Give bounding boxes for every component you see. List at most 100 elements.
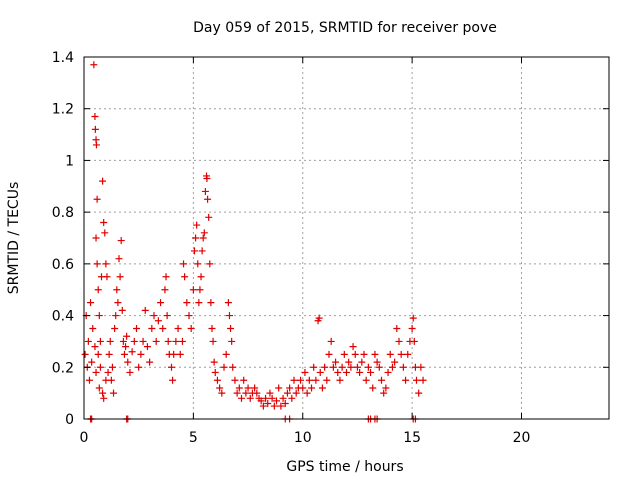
data-point bbox=[117, 237, 125, 245]
data-point bbox=[124, 358, 132, 366]
data-point bbox=[312, 376, 320, 384]
data-point bbox=[157, 299, 165, 307]
data-point bbox=[101, 229, 109, 237]
data-point bbox=[316, 368, 324, 376]
data-point bbox=[139, 337, 147, 345]
chart-title: Day 059 of 2015, SRMTID for receiver pov… bbox=[193, 20, 497, 36]
data-point bbox=[192, 234, 200, 242]
data-point bbox=[85, 376, 93, 384]
data-point bbox=[325, 350, 333, 358]
data-point bbox=[163, 312, 171, 320]
data-point bbox=[233, 389, 241, 397]
y-tick-label: 0.2 bbox=[52, 360, 74, 376]
data-point bbox=[106, 337, 114, 345]
data-point bbox=[364, 363, 372, 371]
data-point bbox=[210, 358, 218, 366]
data-point bbox=[120, 350, 128, 358]
data-point bbox=[393, 325, 401, 332]
data-point bbox=[259, 402, 267, 410]
data-point bbox=[358, 358, 366, 366]
data-point bbox=[169, 376, 177, 384]
data-point bbox=[264, 399, 272, 407]
data-point bbox=[321, 363, 329, 371]
data-point bbox=[130, 337, 138, 345]
data-point bbox=[195, 299, 203, 307]
data-point bbox=[301, 368, 309, 376]
data-point bbox=[95, 312, 103, 320]
data-point bbox=[360, 350, 368, 358]
data-point bbox=[200, 229, 208, 237]
data-point bbox=[235, 384, 243, 392]
data-point bbox=[205, 213, 213, 221]
x-tick-label: 15 bbox=[403, 430, 421, 446]
data-point bbox=[343, 368, 350, 376]
data-point bbox=[204, 195, 212, 203]
data-point bbox=[220, 363, 228, 371]
data-point bbox=[148, 325, 156, 332]
x-tick-label: 5 bbox=[189, 430, 198, 446]
data-point bbox=[181, 273, 189, 281]
data-point bbox=[94, 350, 102, 358]
data-point bbox=[262, 394, 270, 402]
data-point bbox=[197, 273, 205, 281]
data-point bbox=[384, 368, 392, 376]
data-point bbox=[119, 337, 127, 345]
data-point bbox=[211, 368, 219, 376]
data-point bbox=[378, 376, 385, 384]
data-point bbox=[133, 325, 140, 332]
data-point bbox=[340, 350, 348, 358]
data-point bbox=[110, 389, 118, 397]
data-point bbox=[89, 325, 97, 332]
data-point bbox=[183, 299, 191, 307]
data-point bbox=[81, 350, 89, 358]
data-point bbox=[373, 358, 381, 366]
y-tick-label: 0.6 bbox=[52, 257, 74, 273]
data-point bbox=[240, 376, 248, 384]
data-point bbox=[351, 350, 359, 358]
data-point bbox=[135, 363, 143, 371]
data-point bbox=[104, 368, 112, 376]
data-point bbox=[251, 384, 259, 392]
data-point bbox=[164, 337, 172, 345]
data-point bbox=[91, 343, 99, 351]
data-point bbox=[371, 350, 379, 358]
data-point bbox=[207, 299, 215, 307]
data-point bbox=[137, 350, 145, 358]
data-point bbox=[273, 397, 280, 405]
data-point bbox=[417, 363, 425, 371]
data-point bbox=[238, 394, 245, 402]
data-point bbox=[152, 337, 160, 345]
data-point bbox=[270, 402, 278, 410]
data-point bbox=[161, 286, 169, 294]
data-point bbox=[231, 376, 239, 384]
data-point bbox=[224, 299, 232, 307]
data-point bbox=[297, 376, 305, 384]
x-tick-label: 10 bbox=[294, 430, 312, 446]
data-point bbox=[315, 314, 323, 322]
data-point bbox=[122, 343, 130, 351]
data-point bbox=[201, 187, 209, 195]
data-point bbox=[299, 384, 307, 392]
data-point bbox=[174, 325, 182, 332]
data-point bbox=[266, 389, 274, 397]
data-point bbox=[305, 376, 313, 384]
data-point bbox=[228, 337, 236, 345]
data-point bbox=[388, 363, 396, 371]
data-point bbox=[193, 221, 201, 229]
data-point bbox=[281, 399, 289, 407]
data-point bbox=[99, 177, 107, 185]
data-point bbox=[100, 394, 108, 402]
data-point bbox=[111, 325, 119, 332]
data-point bbox=[190, 247, 198, 255]
data-point bbox=[410, 337, 418, 345]
data-point bbox=[369, 384, 377, 392]
data-point bbox=[408, 325, 416, 332]
data-point bbox=[288, 394, 296, 402]
data-point bbox=[92, 234, 100, 242]
y-tick-label: 0.4 bbox=[52, 309, 74, 325]
data-point bbox=[206, 260, 214, 268]
data-point bbox=[118, 306, 126, 314]
data-point bbox=[199, 234, 207, 242]
data-point bbox=[94, 286, 102, 294]
data-point bbox=[92, 141, 100, 149]
